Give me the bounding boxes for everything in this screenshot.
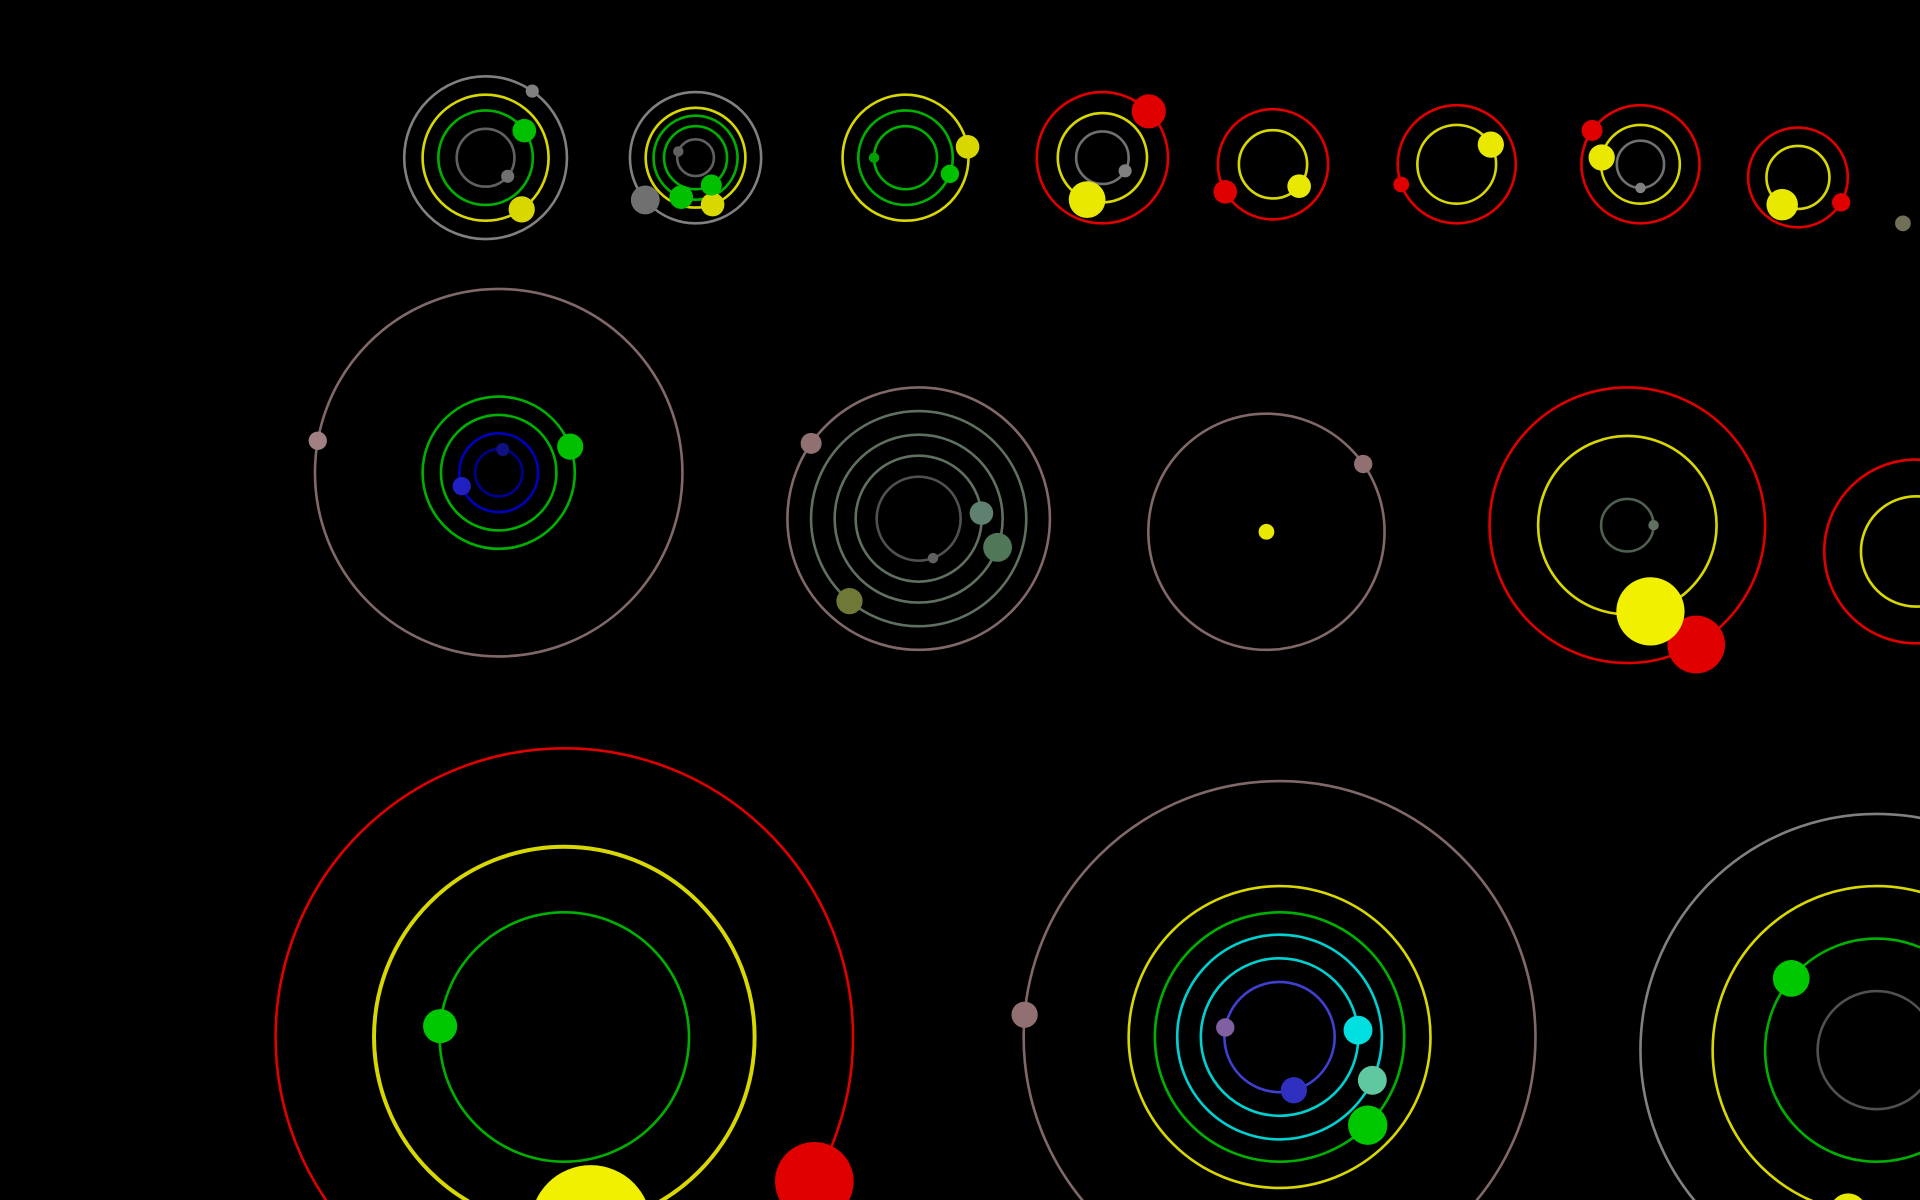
row2-sys3-planet-0 bbox=[1354, 455, 1372, 473]
row2-sys1-planet-0 bbox=[309, 432, 327, 450]
row3-sys1-planet-2 bbox=[423, 1009, 457, 1043]
row1-sys5-planet-1 bbox=[1287, 174, 1311, 198]
row1-sys7-planet-1 bbox=[1589, 144, 1615, 170]
row1-sys1-planet-2 bbox=[512, 119, 536, 143]
row1-sys1-planet-0 bbox=[526, 85, 539, 98]
row1-sys3-planet-2 bbox=[869, 152, 879, 162]
row3-sys2-planet-2 bbox=[1358, 1066, 1387, 1095]
row3-sys2-planet-0 bbox=[1011, 1002, 1037, 1028]
row2-sys2-planet-3 bbox=[970, 501, 994, 525]
row1-sys2-planet-1 bbox=[701, 193, 725, 217]
row1-sys2-planet-0 bbox=[631, 185, 660, 214]
row1-sys7-planet-0 bbox=[1582, 120, 1603, 141]
row1-sys8-planet-1 bbox=[1766, 189, 1797, 220]
row2-sys1-planet-2 bbox=[453, 477, 471, 495]
row2-sys1-planet-3 bbox=[496, 443, 509, 456]
row2-sys4-planet-2 bbox=[1648, 520, 1658, 530]
row2-sys2-planet-2 bbox=[983, 533, 1012, 562]
row3-sys3-planet-2 bbox=[1773, 960, 1810, 997]
row1-sys3-planet-0 bbox=[956, 135, 980, 159]
row1-sys3-planet-1 bbox=[941, 165, 959, 183]
row2-sys2-planet-4 bbox=[928, 553, 938, 563]
row1-sys9-planet-0 bbox=[1895, 215, 1911, 231]
row1-sys8-planet-0 bbox=[1832, 193, 1850, 211]
row2-sys1-planet-1 bbox=[557, 434, 583, 460]
row1-sys7-planet-2 bbox=[1635, 183, 1645, 193]
row1-sys5-planet-0 bbox=[1213, 180, 1237, 204]
row3-sys2-planet-3 bbox=[1344, 1016, 1373, 1045]
row1-sys4-planet-1 bbox=[1069, 181, 1106, 218]
orbital-systems-diagram bbox=[0, 0, 1920, 1200]
row2-sys3-planet-1 bbox=[1259, 524, 1275, 540]
row1-sys2-planet-4 bbox=[673, 146, 683, 156]
row1-sys2-planet-3 bbox=[701, 175, 722, 196]
row3-sys2-planet-1 bbox=[1348, 1105, 1387, 1144]
row1-sys1-planet-3 bbox=[501, 170, 514, 183]
row2-sys4-planet-1 bbox=[1616, 577, 1684, 645]
row3-sys2-planet-5 bbox=[1281, 1077, 1307, 1103]
row1-sys9 bbox=[1895, 215, 1911, 231]
row1-sys2-planet-2 bbox=[669, 185, 693, 209]
row1-sys4-planet-2 bbox=[1119, 164, 1132, 177]
row2-sys2-planet-0 bbox=[801, 433, 822, 454]
row1-sys6-planet-1 bbox=[1478, 131, 1504, 157]
row1-sys6-planet-0 bbox=[1393, 177, 1409, 193]
row1-sys4-planet-0 bbox=[1132, 94, 1166, 128]
row2-sys2-planet-1 bbox=[836, 588, 862, 614]
row1-sys1-planet-1 bbox=[509, 196, 535, 222]
row3-sys2-planet-4 bbox=[1216, 1018, 1234, 1036]
